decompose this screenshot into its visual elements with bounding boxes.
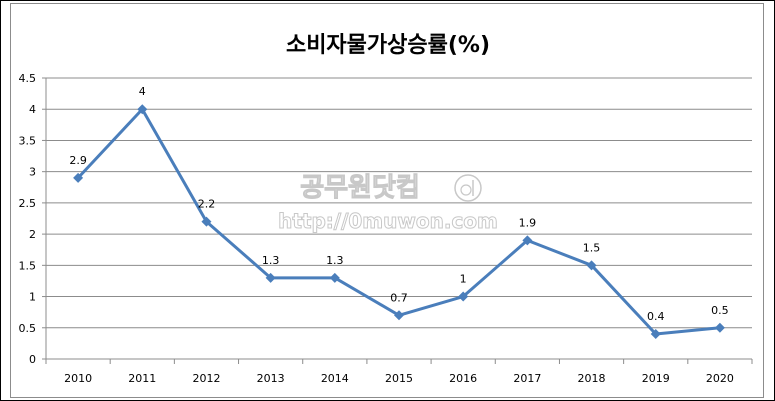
data-point <box>394 310 404 321</box>
data-point <box>137 104 148 115</box>
y-tick-label: 0.5 <box>19 322 37 335</box>
x-tick-label: 2013 <box>257 372 285 385</box>
x-tick-label: 2015 <box>385 372 413 385</box>
data-label: 4 <box>139 85 146 98</box>
data-label: 1.3 <box>262 254 280 267</box>
data-point <box>201 216 212 227</box>
y-axis: 0 0.5 1 1.5 2 2.5 3 3.5 4 4.5 <box>19 72 47 366</box>
data-label: 1 <box>460 273 467 286</box>
y-tick-label: 3.5 <box>19 134 37 147</box>
watermark-url: http://0muwon.com <box>278 209 498 233</box>
x-tick-label: 2010 <box>64 372 92 385</box>
data-point <box>650 329 661 340</box>
data-label: 0.4 <box>647 310 665 323</box>
data-label: 1.3 <box>326 254 344 267</box>
chart-area <box>10 3 764 398</box>
data-label: 0.5 <box>711 304 729 317</box>
data-point <box>458 291 469 302</box>
x-tick-label: 2017 <box>513 372 541 385</box>
data-point <box>522 235 533 246</box>
series-line <box>73 104 725 340</box>
y-tick-label: 4.5 <box>19 72 37 85</box>
y-tick-label: 1.5 <box>19 259 37 272</box>
data-point <box>329 272 340 283</box>
data-label: 0.7 <box>390 291 408 304</box>
x-tick-label: 2014 <box>321 372 349 385</box>
data-point <box>265 272 276 283</box>
grid-lines <box>46 77 752 360</box>
x-tick-label: 2016 <box>449 372 477 385</box>
data-label: 2.2 <box>198 198 216 211</box>
data-labels: 2.9 4 2.2 1.3 1.3 0.7 1 1.9 1.5 0.4 0.5 <box>69 85 728 323</box>
x-axis: 2010 2011 2012 2013 2014 2015 2016 2017 2018 2019… <box>45 359 753 385</box>
chart-title: 소비자물가상승률(%) <box>286 33 490 58</box>
x-tick-label: 2020 <box>706 372 734 385</box>
x-tick-label: 2012 <box>192 372 220 385</box>
watermark-title: 공무원닷컴 <box>300 173 420 203</box>
x-tick-label: 2018 <box>578 372 606 385</box>
y-tick-label: 1 <box>29 291 36 304</box>
x-tick-label: 2019 <box>642 372 670 385</box>
y-tick-label: 0 <box>29 353 36 366</box>
data-label: 1.5 <box>583 241 601 254</box>
data-point <box>73 172 84 183</box>
data-point <box>714 322 725 333</box>
data-label: 2.9 <box>69 154 87 167</box>
y-tick-label: 2.5 <box>19 197 37 210</box>
y-tick-label: 2 <box>29 228 36 241</box>
watermark-logo-icon <box>454 174 482 202</box>
watermark: 공무원닷컴 http://0muwon.com <box>278 173 499 234</box>
data-label: 1.9 <box>519 216 537 229</box>
data-point <box>586 260 597 271</box>
y-tick-label: 3 <box>29 166 36 179</box>
y-tick-label: 4 <box>29 103 36 116</box>
x-tick-label: 2011 <box>128 372 156 385</box>
